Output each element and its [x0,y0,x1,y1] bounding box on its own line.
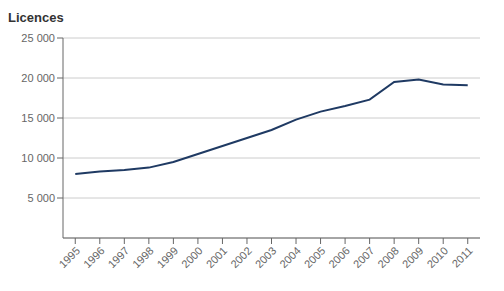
svg-text:2008: 2008 [375,244,401,270]
svg-text:2002: 2002 [228,244,254,270]
svg-text:2006: 2006 [326,244,352,270]
svg-text:10 000: 10 000 [21,152,55,164]
svg-text:2005: 2005 [302,244,328,270]
html-text:Licences: Licences [8,10,64,25]
svg-text:2003: 2003 [253,244,279,270]
svg-text:2001: 2001 [204,244,230,270]
svg-text:2000: 2000 [179,244,205,270]
svg-text:1999: 1999 [155,244,181,270]
svg-text:25 000: 25 000 [21,32,55,44]
svg-text:15 000: 15 000 [21,112,55,124]
svg-text:1997: 1997 [105,244,131,270]
svg-text:1996: 1996 [81,244,107,270]
svg-text:1998: 1998 [130,244,156,270]
svg-text:2010: 2010 [424,244,450,270]
svg-text:20 000: 20 000 [21,72,55,84]
svg-text:1995: 1995 [56,244,82,270]
svg-text:2009: 2009 [400,244,426,270]
svg-text:5 000: 5 000 [27,192,55,204]
svg-text:2004: 2004 [277,244,303,270]
svg-text:2011: 2011 [449,244,474,269]
svg-text:2007: 2007 [351,244,377,270]
